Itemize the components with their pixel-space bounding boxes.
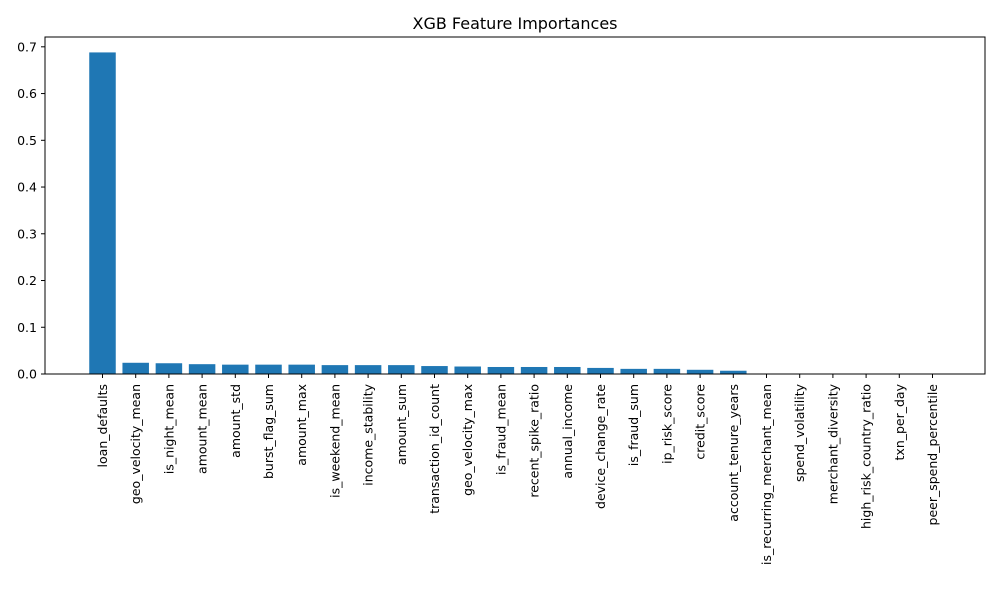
x-tick-label: spend_volatility [792,383,807,482]
x-tick-label: is_recurring_merchant_mean [759,384,774,565]
x-tick-label: amount_max [294,384,309,466]
x-tick-label: geo_velocity_max [460,384,475,496]
bar-credit_score [686,369,714,374]
y-tick-label: 0.6 [17,86,37,101]
bar-amount_std [222,364,249,374]
x-tick-label: amount_sum [394,384,409,465]
x-tick-label: is_fraud_mean [493,384,508,475]
x-tick-label: transaction_id_count [427,384,442,514]
bar-annual_income [554,366,581,374]
bar-amount_mean [188,364,216,374]
y-tick-label: 0.3 [17,226,37,241]
bar-device_change_rate [587,367,614,374]
x-tick-label: amount_mean [195,384,210,474]
plot-frame [44,36,986,375]
y-tick-label: 0.7 [17,39,37,54]
bars-layer [89,52,747,375]
x-tick-label: income_stability [361,383,376,485]
y-tick-label: 0.2 [17,273,37,288]
x-tick-label: is_night_mean [161,384,176,474]
bar-is_fraud_sum [620,368,647,374]
bar-ip_risk_score [653,368,681,374]
bar-loan_defaults [89,52,116,375]
x-tick-label: account_tenure_years [726,384,741,522]
x-tick-label: merchant_diversity [825,383,840,504]
bar-is_fraud_mean [487,366,515,374]
y-axis: 0.0 0.1 0.2 0.3 0.4 0.5 0.6 0.7 [17,39,45,382]
bar-income_stability [354,365,382,374]
x-tick-label: credit_score [693,384,708,460]
y-tick-label: 0.1 [17,320,37,335]
x-tick-label: recent_spike_ratio [527,384,542,498]
x-tick-label: is_weekend_mean [327,384,342,498]
x-tick-label: ip_risk_score [659,384,674,464]
x-tick-label: is_fraud_sum [626,384,641,466]
bar-amount_max [288,364,315,374]
bar-transaction_id_count [421,366,448,374]
chart-title: XGB Feature Importances [413,14,618,33]
bar-is_weekend_mean [321,365,349,374]
bar-account_tenure_years [720,370,747,374]
x-tick-label: device_change_rate [593,384,608,509]
y-tick-label: 0.5 [17,133,37,148]
bar-geo_velocity_max [454,366,481,374]
x-tick-label: peer_spend_percentile [925,384,940,526]
bar-recent_spike_ratio [520,366,548,374]
x-tick-label: txn_per_day [892,383,907,460]
x-axis: loan_defaults geo_velocity_mean is_night_m… [95,374,940,565]
x-tick-label: burst_flag_sum [261,384,276,479]
bar-geo_velocity_mean [122,362,149,374]
y-tick-label: 0.4 [17,180,37,195]
y-tick-label: 0.0 [17,367,37,382]
x-tick-label: high_risk_country_ratio [859,384,874,529]
bar-is_night_mean [155,363,183,374]
bar-amount_sum [388,365,415,374]
x-tick-label: loan_defaults [95,384,110,467]
x-tick-label: amount_std [228,384,243,458]
bar-burst_flag_sum [255,364,282,374]
x-tick-label: annual_income [560,384,575,479]
x-tick-label: geo_velocity_mean [128,384,143,504]
